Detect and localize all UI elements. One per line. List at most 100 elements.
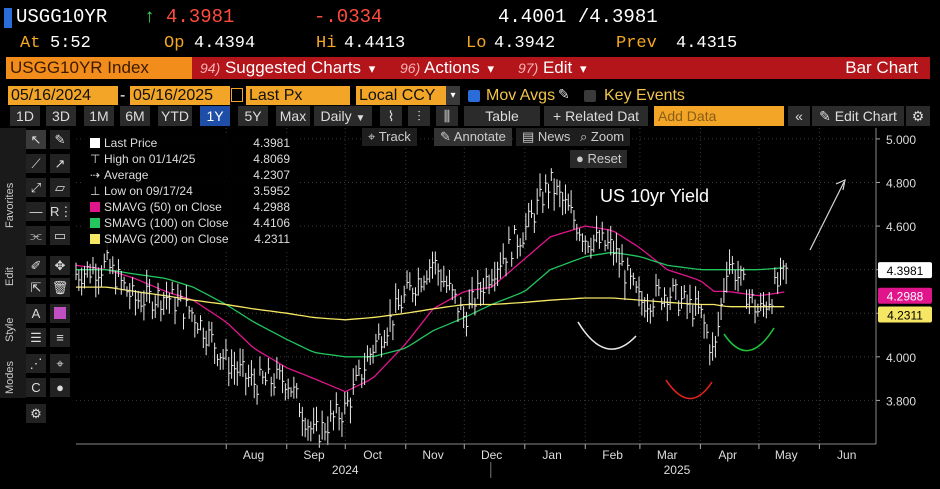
bar-chart-icon[interactable]: ⫶ <box>408 106 430 126</box>
legend-label: SMAVG (100) on Close <box>104 216 229 230</box>
period-6m[interactable]: 6M <box>120 106 150 126</box>
select-icon[interactable]: ⇱ <box>26 278 46 297</box>
open-value: 4.4394 <box>194 34 256 53</box>
x-tick-label: Feb <box>602 448 623 462</box>
annotation-curve-red <box>665 379 713 400</box>
period-1d[interactable]: 1D <box>10 106 40 126</box>
currency-select[interactable]: Local CCY <box>356 86 446 105</box>
security-index-box[interactable]: USGG10YR Index <box>6 57 192 79</box>
rectangle-icon[interactable]: ▭ <box>50 226 70 245</box>
table-button[interactable]: Table <box>464 106 540 126</box>
palette-icon[interactable]: ● <box>50 378 70 397</box>
last-price: 4.3981 <box>166 6 235 28</box>
retracement-icon[interactable]: R⋮ <box>50 202 73 221</box>
annotate-label: Annotate <box>453 129 506 144</box>
high-label: Hi <box>316 34 337 53</box>
period-max[interactable]: Max <box>276 106 310 126</box>
bid-ask: 4.4001 /4.3981 <box>498 6 658 28</box>
key-events-label: Key Events <box>604 87 685 104</box>
high-value: 4.4413 <box>344 34 406 53</box>
text-tool-icon[interactable]: A <box>26 304 46 323</box>
edit-label: Edit <box>542 58 573 77</box>
legend-value: 4.2311 <box>254 232 290 246</box>
period-1y[interactable]: 1Y <box>200 106 230 126</box>
annotation-curve-white <box>577 321 637 350</box>
moving-average-lines <box>75 225 785 393</box>
x-tick-label: Dec <box>481 448 502 462</box>
legend-row: SMAVG (200) on Close 4.2311 <box>90 232 296 246</box>
pen-icon[interactable]: ✎ <box>50 130 70 149</box>
edit-chart-button[interactable]: ✎ Edit Chart <box>812 106 904 126</box>
low-label: Lo <box>466 34 487 53</box>
drawing-toolbar: ↖ ✎ ⟋ ↗ ⤢ ▱ — R⋮ ⫘ ▭ ✐ ✥ ⇱ 🗑 A ☰ ≡ ⋰ ⌖ C… <box>0 128 72 423</box>
brush-icon[interactable]: ✐ <box>26 256 46 275</box>
function-menu-bar: USGG10YR Index 94) Suggested Charts ▾ 96… <box>6 57 930 79</box>
cursor-icon[interactable]: ↖ <box>26 130 46 149</box>
arrow-line-icon[interactable]: ↗ <box>50 154 70 173</box>
price-tag <box>878 306 932 323</box>
legend-value: 4.2988 <box>253 200 290 214</box>
end-date-input[interactable]: 05/16/2025 <box>130 86 230 105</box>
vertical-line-icon[interactable]: ⫘ <box>26 226 46 245</box>
period-3d[interactable]: 3D <box>46 106 76 126</box>
mov-avgs-checkbox[interactable] <box>468 90 480 102</box>
edit-number: 97) <box>518 60 539 76</box>
chevron-down-icon: ▾ <box>368 61 376 76</box>
candle-chart-icon[interactable]: ⫼ <box>436 106 458 126</box>
color-swatch-icon[interactable] <box>50 304 70 323</box>
edit-menu[interactable]: 97) Edit ▾ <box>518 57 587 79</box>
related-data-button[interactable]: + Related Dat <box>544 106 648 126</box>
refresh-mode-icon[interactable]: C <box>26 378 46 397</box>
open-label: Op <box>164 34 185 53</box>
pencil-icon[interactable]: ✎ <box>558 86 570 102</box>
start-date-input[interactable]: 05/16/2024 <box>8 86 118 105</box>
line-style-icon[interactable]: ☰ <box>26 328 46 347</box>
suggested-charts-menu[interactable]: 94) Suggested Charts ▾ <box>200 57 375 79</box>
calendar-icon[interactable] <box>231 88 243 102</box>
trash-icon[interactable]: 🗑 <box>50 278 70 297</box>
gear-icon[interactable]: ⚙ <box>906 106 930 126</box>
period-ytd[interactable]: YTD <box>158 106 192 126</box>
edit-chart-label: Edit Chart <box>834 108 897 124</box>
crosshair-icon[interactable]: ⌖ <box>50 354 70 373</box>
zoom-icon: ⌕ <box>580 129 591 144</box>
add-data-input[interactable]: Add Data <box>654 106 784 126</box>
period-5y[interactable]: 5Y <box>238 106 268 126</box>
line-weight-icon[interactable]: ≡ <box>50 328 70 347</box>
price-tag-label: 4.2311 <box>887 308 923 322</box>
reset-button[interactable]: ● Reset <box>570 150 628 168</box>
annotations <box>577 178 846 400</box>
frequency-select[interactable]: Daily ▼ <box>314 106 372 126</box>
move-icon[interactable]: ✥ <box>50 256 70 275</box>
news-label: News <box>537 129 571 144</box>
reset-label: Reset <box>587 151 622 166</box>
zoom-button[interactable]: ⌕ Zoom <box>574 128 631 146</box>
currency-dropdown-button[interactable]: ▾ <box>446 86 460 105</box>
collapse-icon[interactable]: « <box>788 106 810 126</box>
crosshair-icon: ⌖ <box>368 129 379 144</box>
horizontal-line-icon[interactable]: — <box>26 202 46 221</box>
actions-menu[interactable]: 96) Actions ▾ <box>400 57 494 79</box>
net-change: -.0334 <box>314 6 383 28</box>
line-tool-icon[interactable]: ⟋ <box>26 154 46 173</box>
period-1m[interactable]: 1M <box>84 106 114 126</box>
key-events-checkbox[interactable] <box>584 90 596 102</box>
dotted-line-icon[interactable]: ⋰ <box>26 354 46 373</box>
news-button[interactable]: ▤ News <box>516 128 577 146</box>
track-button[interactable]: ⌖ Track <box>362 128 417 146</box>
line-chart-icon[interactable]: ⌇ <box>380 106 402 126</box>
settings-icon[interactable]: ⚙ <box>26 404 46 423</box>
legend-row: Last Price 4.3981 <box>90 136 296 150</box>
legend-value: 4.8069 <box>253 152 290 166</box>
chart-type-label[interactable]: Bar Chart <box>845 58 918 77</box>
channel-icon[interactable]: ▱ <box>50 178 70 197</box>
field-select[interactable]: Last Px <box>246 86 350 105</box>
trend-line-icon[interactable]: ⤢ <box>26 178 46 197</box>
y-tick-label: 4.000 <box>886 351 916 365</box>
prev-value: 4.4315 <box>676 34 738 53</box>
annotate-button[interactable]: ✎ Annotate <box>434 128 512 146</box>
price-bars <box>75 168 789 448</box>
up-arrow-icon: ↑ <box>144 6 156 28</box>
